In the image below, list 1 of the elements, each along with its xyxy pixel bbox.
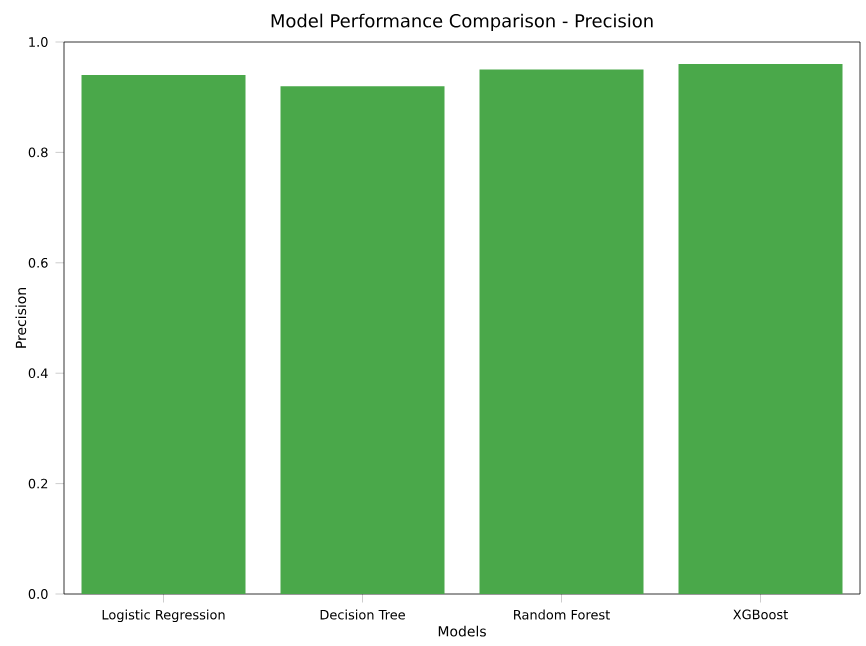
chart-title: Model Performance Comparison - Precision xyxy=(271,13,653,31)
